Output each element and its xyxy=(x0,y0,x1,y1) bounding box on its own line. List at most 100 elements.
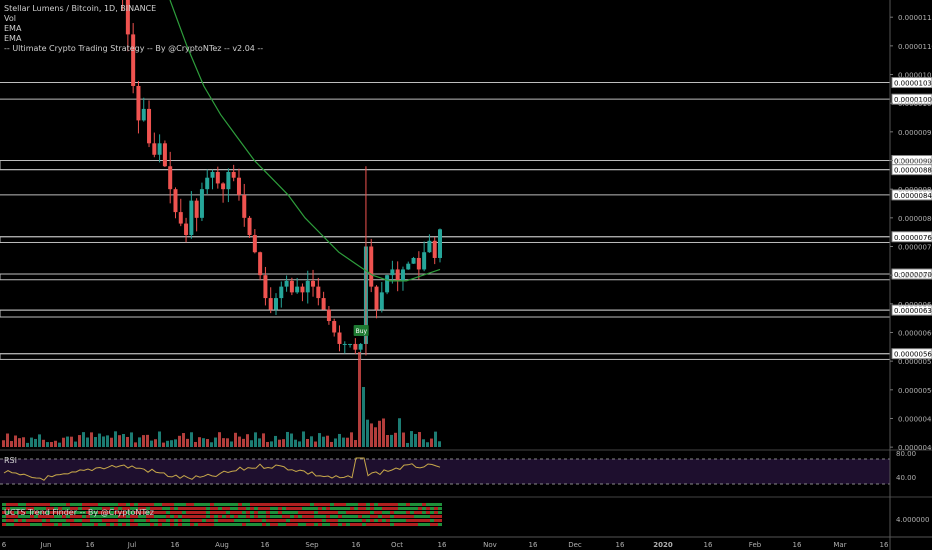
trend-cell xyxy=(158,503,162,506)
trend-cell xyxy=(86,519,90,522)
volume-bar xyxy=(74,441,77,447)
candle-body xyxy=(162,143,167,167)
trend-cell xyxy=(42,519,46,522)
trend-cell xyxy=(86,507,90,510)
trend-cell xyxy=(366,503,370,506)
price-tick-label: 0.00000650 xyxy=(898,301,932,309)
trend-cell xyxy=(78,507,82,510)
trend-cell xyxy=(218,507,222,510)
trend-cell xyxy=(350,511,354,514)
candle-body xyxy=(316,286,321,299)
trend-cell xyxy=(150,511,154,514)
trend-cell xyxy=(282,519,286,522)
trend-cell xyxy=(118,511,122,514)
trend-cell xyxy=(358,511,362,514)
trend-cell xyxy=(398,503,402,506)
volume-bar xyxy=(166,440,169,447)
time-tick-label: Aug xyxy=(215,541,229,549)
trend-cell xyxy=(286,523,290,526)
trend-cell xyxy=(294,523,298,526)
level-price-tag xyxy=(891,164,932,176)
trend-cell xyxy=(418,515,422,518)
trend-cell xyxy=(242,511,246,514)
volume-bar xyxy=(338,433,341,447)
trend-cell xyxy=(258,515,262,518)
trend-cell xyxy=(322,507,326,510)
candle-body xyxy=(157,143,162,155)
trend-cell xyxy=(230,523,234,526)
rsi-line xyxy=(3,457,441,481)
trend-cell xyxy=(398,511,402,514)
trend-cell xyxy=(394,507,398,510)
trend-cell xyxy=(354,503,358,506)
trend-cell xyxy=(274,507,278,510)
trend-cell xyxy=(282,515,286,518)
time-tick-label: Oct xyxy=(391,541,403,549)
volume-bar xyxy=(94,437,97,447)
candle-body xyxy=(141,108,146,121)
volume-bar xyxy=(34,438,37,447)
candle-body xyxy=(263,275,268,299)
trend-cell xyxy=(430,503,434,506)
trend-cell xyxy=(398,515,402,518)
trend-cell xyxy=(46,507,50,510)
trend-cell xyxy=(162,511,166,514)
candle-body xyxy=(231,171,236,178)
trend-cell xyxy=(74,511,78,514)
volume-bar xyxy=(62,437,65,447)
volume-bars xyxy=(2,352,441,447)
trend-cell xyxy=(130,507,134,510)
candle-body xyxy=(374,286,379,310)
candle-body xyxy=(215,171,220,184)
price-tick-label: 0.00000450 xyxy=(898,415,932,423)
volume-bar xyxy=(6,433,9,447)
volume-bar xyxy=(38,434,41,447)
trend-cell xyxy=(10,507,14,510)
trend-cell xyxy=(406,523,410,526)
trend-cell xyxy=(214,515,218,518)
trend-cell xyxy=(54,515,58,518)
trend-cell xyxy=(354,523,358,526)
trend-cell xyxy=(170,523,174,526)
trend-cell xyxy=(102,507,106,510)
volume-bar xyxy=(418,432,421,447)
trend-cell xyxy=(162,523,166,526)
trend-cell xyxy=(414,515,418,518)
trend-cell xyxy=(94,503,98,506)
trend-cell xyxy=(378,507,382,510)
trend-cell xyxy=(330,507,334,510)
trend-cell xyxy=(326,503,330,506)
trend-cell xyxy=(402,519,406,522)
candle-body xyxy=(268,298,273,310)
trend-cell xyxy=(154,523,158,526)
trend-cell xyxy=(422,523,426,526)
trend-cell xyxy=(134,519,138,522)
candle-body xyxy=(252,235,257,253)
candle-body xyxy=(385,275,390,293)
trend-cell xyxy=(210,511,214,514)
trend-cell xyxy=(106,515,110,518)
trend-cell xyxy=(14,519,18,522)
trend-cell xyxy=(238,503,242,506)
time-tick-label: 16 xyxy=(171,541,180,549)
volume-bar xyxy=(198,437,201,447)
trend-cell xyxy=(378,511,382,514)
trend-cell xyxy=(30,523,34,526)
trend-cell xyxy=(6,503,10,506)
trend-cell xyxy=(162,503,166,506)
trend-cell xyxy=(46,523,50,526)
trend-cell xyxy=(26,519,30,522)
trend-cell xyxy=(306,515,310,518)
trend-cell xyxy=(266,519,270,522)
trend-cell xyxy=(70,511,74,514)
trend-cell xyxy=(78,511,82,514)
trend-cell xyxy=(26,511,30,514)
trend-cell xyxy=(434,511,438,514)
volume-bar xyxy=(190,432,193,447)
volume-bar xyxy=(394,432,397,447)
trend-cell xyxy=(234,503,238,506)
trend-cell xyxy=(78,519,82,522)
candle-body xyxy=(348,343,353,345)
trend-cell xyxy=(62,519,66,522)
